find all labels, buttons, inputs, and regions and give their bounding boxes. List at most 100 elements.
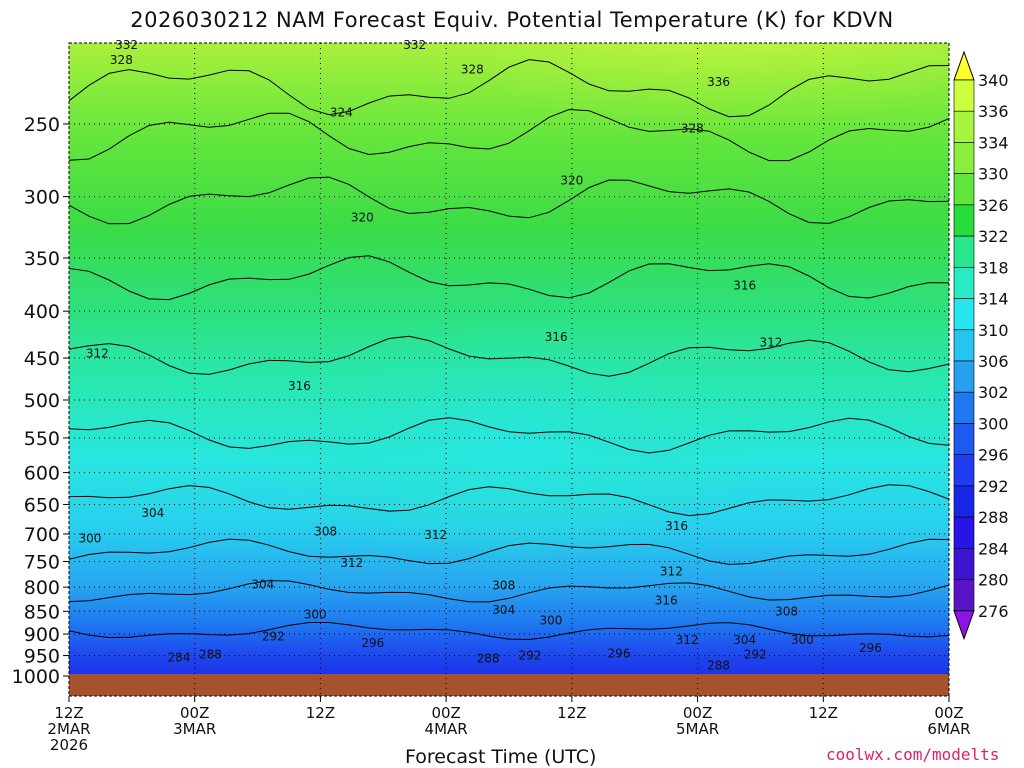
contour-label: 296 (859, 641, 882, 655)
colorbar-label: 284 (978, 539, 1009, 558)
colorbar-swatch (953, 79, 975, 112)
contour-label: 312 (676, 633, 699, 647)
y-tick-label: 750 (24, 551, 60, 573)
colorbar-swatch (953, 329, 975, 362)
x-tick-label: 2026 (50, 736, 88, 754)
colorbar-swatch (953, 423, 975, 455)
colorbar-swatch (953, 204, 975, 237)
colorbar-label: 276 (978, 602, 1009, 621)
colorbar-swatch (953, 267, 975, 299)
contour-label: 296 (608, 646, 631, 660)
y-tick-label: 250 (24, 114, 60, 136)
colorbar-legend: 340 336 334 330 326 322 318 314 310 306 302 300 296 2… (953, 50, 1009, 641)
colorbar-swatch (953, 548, 975, 580)
y-tick-label: 500 (24, 390, 60, 412)
x-tick-label: 12Z (54, 704, 83, 722)
contour-label: 300 (304, 608, 327, 622)
colorbar-label: 318 (978, 258, 1009, 277)
colorbar-label: 292 (978, 477, 1009, 496)
colorbar-label: 314 (978, 290, 1009, 309)
chart-title: 2026030212 NAM Forecast Equiv. Potential… (130, 8, 894, 32)
x-tick-label: 00Z (180, 704, 209, 722)
contour-label: 336 (707, 75, 730, 89)
contour-label: 320 (351, 210, 374, 224)
colorbar-swatch (953, 142, 975, 174)
x-tick-label: 2MAR (47, 720, 90, 738)
contour-label: 320 (560, 173, 583, 187)
site-credit[interactable]: coolwx.com/modelts (826, 745, 1000, 764)
contour-label: 300 (539, 614, 562, 628)
isoline (69, 484, 949, 517)
contour-label: 312 (660, 564, 683, 578)
y-tick-label: 350 (24, 248, 60, 270)
contour-label: 308 (775, 604, 798, 618)
colorbar-cap-top (953, 50, 975, 81)
y-tick-label: 900 (24, 624, 60, 646)
x-tick-label: 00Z (431, 704, 460, 722)
y-tick-label: 300 (24, 187, 60, 209)
contour-label: 304 (251, 578, 274, 592)
plot-border (68, 42, 950, 697)
contour-label: 328 (681, 122, 704, 136)
contour-label: 312 (759, 336, 782, 350)
contour-label: 296 (361, 636, 384, 650)
contour-label: 328 (461, 62, 484, 76)
contour-label: 308 (492, 579, 515, 593)
colorbar-label: 280 (978, 571, 1009, 590)
isoline (69, 108, 949, 162)
isoline (69, 580, 949, 603)
x-tick-label: 12Z (809, 704, 838, 722)
x-tick-label: 12Z (557, 704, 586, 722)
y-tick-label: 700 (24, 524, 60, 546)
contour-label: 304 (492, 603, 515, 617)
contour-label: 308 (314, 525, 337, 539)
y-tick-label: 650 (24, 494, 60, 516)
y-tick-label: 1000 (12, 666, 60, 688)
y-tick-label: 600 (24, 463, 60, 485)
colorbar-swatch (953, 579, 975, 612)
contour-label: 332 (403, 38, 426, 52)
contour-label: 300 (791, 633, 814, 647)
colorbar-swatch (953, 235, 975, 268)
colorbar-label: 302 (978, 383, 1009, 402)
colorbar-label: 334 (978, 133, 1009, 152)
ground-below-surface (69, 674, 949, 696)
colorbar-label: 322 (978, 227, 1009, 246)
contour-label: 316 (545, 330, 568, 344)
x-tick-label: 4MAR (425, 720, 468, 738)
x-tick-label: 3MAR (173, 720, 216, 738)
contour-label: 316 (733, 278, 756, 292)
contour-label: 300 (78, 532, 101, 546)
contour-label: 312 (340, 556, 363, 570)
x-tick-label: 6MAR (927, 720, 970, 738)
contour-label: 288 (199, 648, 222, 662)
isoline (69, 59, 949, 118)
contour-label: 316 (655, 593, 678, 607)
isoline (69, 622, 949, 641)
colorbar-swatch (953, 391, 975, 424)
contour-label: 304 (141, 506, 164, 520)
colorbar-label: 296 (978, 446, 1009, 465)
colorbar-swatch (953, 516, 975, 549)
isoline (69, 538, 949, 565)
isoline (69, 417, 949, 454)
colorbar-swatch (953, 110, 975, 143)
colorbar-label: 306 (978, 352, 1009, 371)
x-axis-label: Forecast Time (UTC) (405, 746, 597, 768)
y-tick-label: 800 (24, 577, 60, 599)
colorbar-label: 336 (978, 102, 1009, 121)
y-tick-label: 400 (24, 301, 60, 323)
contour-label: 312 (424, 528, 447, 542)
y-tick-label: 950 (24, 646, 60, 668)
isoline (69, 255, 949, 301)
colorbar-label: 330 (978, 165, 1009, 184)
y-tick-label: 550 (24, 428, 60, 450)
contour-label: 316 (288, 379, 311, 393)
contour-label: 324 (330, 106, 353, 120)
contour-label: 288 (707, 659, 730, 673)
colorbar-label: 340 (978, 71, 1009, 90)
contour-label: 292 (744, 648, 767, 662)
